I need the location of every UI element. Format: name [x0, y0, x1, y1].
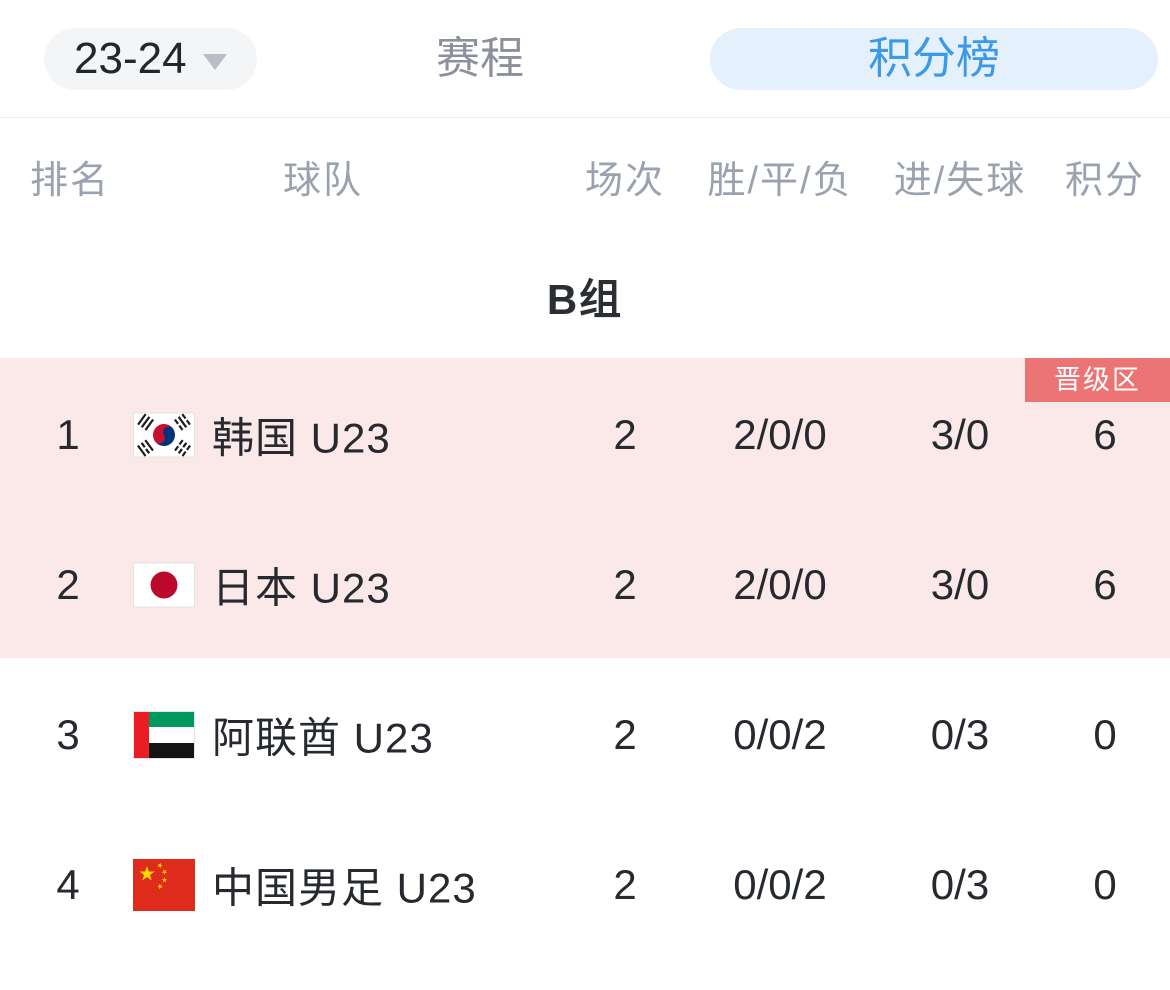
- table-row[interactable]: 3 阿联酋 U23 2 0/0/2 0/3 0: [0, 660, 1170, 810]
- promotion-zone-background: [0, 358, 1170, 658]
- column-header-played: 场次: [584, 160, 665, 202]
- rank-cell: 1: [56, 411, 80, 458]
- flag-uae-icon: [133, 711, 195, 759]
- played-cell: 2: [613, 561, 637, 608]
- tab-standings[interactable]: 积分榜: [710, 28, 1158, 90]
- team-name: 阿联酋 U23: [212, 714, 434, 762]
- flag-japan-icon: [133, 562, 195, 608]
- table-row[interactable]: 1 韩国 U23 2 2/0/0 3/0 6: [0, 360, 1170, 510]
- rank-cell: 3: [56, 711, 80, 758]
- team-name: 日本 U23: [212, 564, 391, 612]
- played-cell: 2: [613, 711, 637, 758]
- rank-cell: 4: [56, 861, 80, 908]
- team-name: 中国男足 U23: [212, 864, 477, 912]
- win-draw-loss-cell: 2/0/0: [733, 411, 827, 458]
- rank-cell: 2: [56, 561, 80, 608]
- column-header-points: 积分: [1064, 160, 1145, 202]
- group-title: B组: [546, 276, 624, 323]
- table-row[interactable]: 4 中国男足 U23 2 0/0/2 0/3 0: [0, 810, 1170, 960]
- points-cell: 6: [1093, 411, 1117, 458]
- table-row[interactable]: 2 日本 U23 2 2/0/0 3/0 6: [0, 510, 1170, 660]
- rows-container: 1 韩国 U23 2 2/0/0 3/0 6 2 日本 U23: [0, 360, 1170, 960]
- win-draw-loss-cell: 0/0/2: [733, 711, 827, 758]
- played-cell: 2: [613, 411, 637, 458]
- standings-table: 晋级区 1 韩国 U23 2 2/0/0 3/0 6 2: [0, 358, 1170, 962]
- points-cell: 6: [1093, 561, 1117, 608]
- played-cell: 2: [613, 861, 637, 908]
- goals-cell: 3/0: [930, 411, 990, 458]
- column-header-row: 排名 球队 场次 胜/平/负 进/失球 积分: [0, 156, 1170, 206]
- chevron-down-icon: [202, 54, 227, 70]
- topbar: 23-24 赛程 积分榜: [0, 0, 1170, 118]
- flag-china-icon: [133, 859, 195, 911]
- win-draw-loss-cell: 0/0/2: [733, 861, 827, 908]
- goals-cell: 0/3: [930, 711, 990, 758]
- column-header-win-draw-loss: 胜/平/负: [707, 160, 853, 202]
- flag-south-korea-icon: [133, 412, 195, 458]
- team-name: 韩国 U23: [212, 414, 391, 462]
- promotion-zone-badge: 晋级区: [1025, 358, 1170, 402]
- points-cell: 0: [1093, 711, 1117, 758]
- goals-cell: 3/0: [930, 561, 990, 608]
- tab-schedule[interactable]: 赛程: [436, 34, 524, 83]
- goals-cell: 0/3: [930, 861, 990, 908]
- column-header-team: 球队: [283, 160, 364, 202]
- season-selector[interactable]: 23-24: [44, 28, 257, 90]
- season-label: 23-24: [74, 34, 187, 83]
- win-draw-loss-cell: 2/0/0: [733, 561, 827, 608]
- column-header-goals: 进/失球: [893, 160, 1027, 202]
- column-header-rank: 排名: [30, 160, 111, 202]
- points-cell: 0: [1093, 861, 1117, 908]
